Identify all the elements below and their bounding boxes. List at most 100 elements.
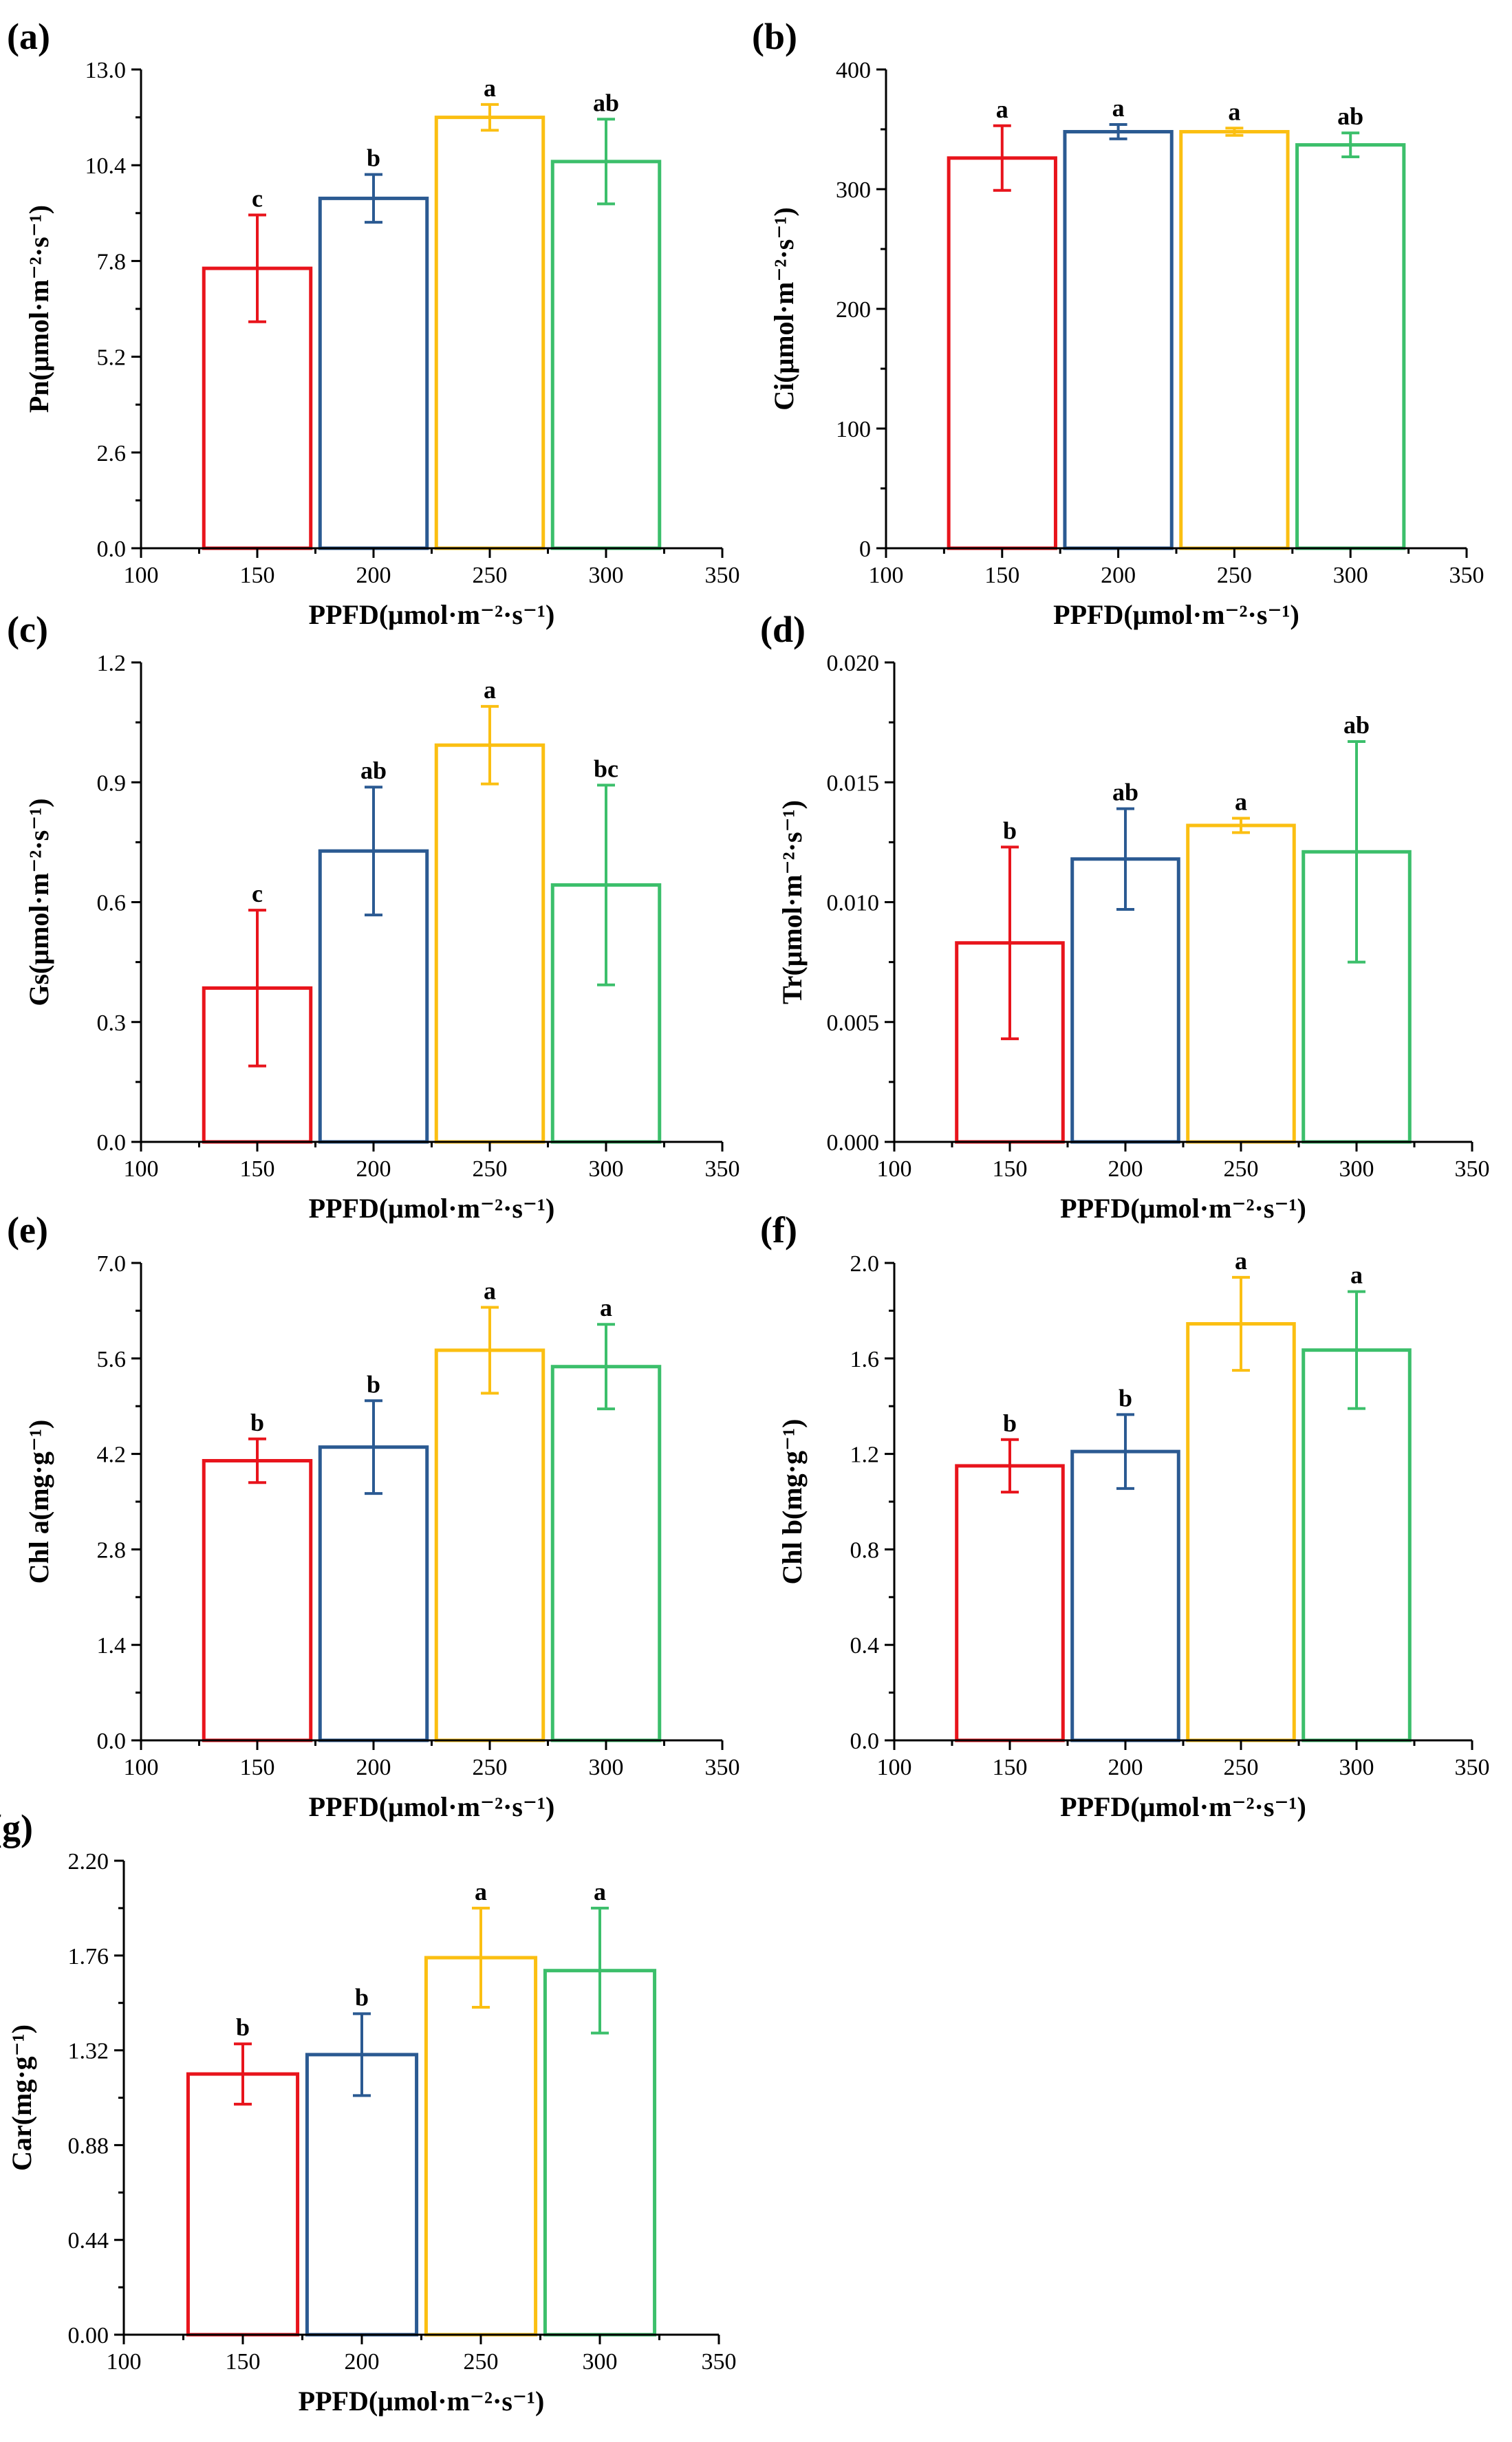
error-bar-e-300 [597,1323,615,1411]
significance-label-f-250: a [1235,1247,1247,1275]
x-tick-label-a-350: 350 [705,563,740,588]
y-tick-label-e-2.8: 2.8 [97,1537,127,1563]
y-tick-label-d-0.005: 0.005 [827,1011,880,1036]
y-tick-label-e-5.6: 5.6 [97,1347,127,1372]
y-tick-label-a-0.0: 0.0 [97,537,127,562]
panel-label-c: (c) [7,609,48,650]
x-tick-label-d-200: 200 [1108,1156,1143,1182]
significance-label-f-200: b [1119,1384,1132,1412]
x-tick-label-e-250: 250 [473,1755,508,1780]
bar-b-300 [1295,143,1406,550]
y-tick-label-e-1.4: 1.4 [97,1633,127,1658]
error-bar-a-200 [365,173,382,224]
error-bar-a-250 [481,102,499,132]
error-bar-d-300 [1348,740,1365,964]
error-bar-b-150 [993,124,1011,192]
error-bar-a-300 [597,118,615,206]
x-axis-title-b: PPFD(μmol·m⁻²·s⁻¹) [1053,599,1299,630]
significance-label-g-200: b [355,1983,369,2011]
x-tick-label-a-250: 250 [473,563,508,588]
error-bar-g-200 [353,2012,371,2097]
x-axis-title-e: PPFD(μmol·m⁻²·s⁻¹) [309,1791,555,1822]
significance-label-d-200: ab [1112,779,1138,806]
axes-e [140,1263,722,1742]
y-axis-title-d: Tr(μmol·m⁻²·s⁻¹) [777,800,808,1004]
significance-label-b-250: a [1228,98,1240,125]
x-tick-label-d-250: 250 [1224,1156,1259,1182]
x-tick-label-f-100: 100 [877,1755,912,1780]
y-axis-title-b: Ci(μmol·m⁻²·s⁻¹) [768,207,799,411]
y-tick-label-a-5.2: 5.2 [97,345,127,371]
significance-label-f-300: a [1350,1262,1363,1289]
error-bar-b-250 [1225,127,1244,137]
bar-e-150 [202,1459,313,1742]
x-tick-label-b-300: 300 [1333,563,1368,588]
x-tick-label-c-150: 150 [240,1156,275,1182]
error-bar-b-300 [1341,131,1360,159]
error-bar-c-300 [597,784,615,986]
significance-label-e-250: a [484,1277,496,1304]
y-tick-label-a-7.8: 7.8 [97,249,127,274]
y-axis-title-g: Car(mg·g⁻¹) [6,2024,37,2171]
panel-d: (d) b ab a ab 100 150 200 250 300 350 0.000 0.005 0.0… [760,609,1490,1224]
significance-label-b-150: a [996,96,1008,123]
y-tick-label-b-200: 200 [836,297,871,323]
y-tick-label-c-0.9: 0.9 [97,770,127,796]
x-tick-label-b-250: 250 [1217,563,1252,588]
bar-a-250 [434,116,546,550]
significance-label-c-150: c [252,880,263,907]
x-tick-label-c-100: 100 [124,1156,159,1182]
y-axis-title-a: Pn(μmol·m⁻²·s⁻¹) [23,205,54,413]
bar-e-250 [434,1348,546,1742]
y-axis-title-e: Chl a(mg·g⁻¹) [23,1420,54,1584]
significance-label-a-200: b [367,144,380,172]
error-bar-a-150 [248,213,266,323]
x-axis-title-f: PPFD(μmol·m⁻²·s⁻¹) [1060,1791,1306,1822]
x-tick-label-c-250: 250 [473,1156,508,1182]
y-tick-label-b-300: 300 [836,177,871,203]
significance-label-a-300: ab [593,89,619,116]
y-tick-label-g-0.88: 0.88 [68,2133,109,2159]
significance-label-d-150: b [1003,817,1017,844]
x-tick-label-g-250: 250 [464,2349,499,2375]
x-tick-label-f-350: 350 [1455,1755,1490,1780]
bar-f-200 [1070,1449,1180,1742]
x-tick-label-f-150: 150 [993,1755,1028,1780]
x-tick-label-b-200: 200 [1101,563,1136,588]
panel-g: (g) b b a a 100 150 200 250 300 350 0.00 0.44 0.88 1.3… [0,1807,737,2417]
x-tick-label-g-350: 350 [702,2349,737,2375]
panel-a: (a) c b a ab 100 150 200 250 300 350 0.0 2.6 5.2 7.8 10… [7,16,740,630]
error-bar-g-300 [591,1906,609,2035]
y-tick-label-f-1.6: 1.6 [850,1347,880,1372]
error-bar-e-250 [481,1306,499,1395]
bar-g-250 [424,1956,538,2337]
significance-label-b-200: a [1112,94,1125,122]
bar-b-150 [947,156,1057,550]
y-tick-label-g-0.44: 0.44 [68,2228,109,2254]
x-tick-label-e-350: 350 [705,1755,740,1780]
y-tick-label-a-10.4: 10.4 [85,153,127,179]
y-tick-label-b-0: 0 [859,537,871,562]
error-bar-e-200 [365,1399,382,1495]
error-bar-c-200 [365,786,382,917]
error-bar-c-150 [248,909,266,1068]
x-tick-label-a-100: 100 [124,563,159,588]
bar-e-300 [550,1365,662,1742]
x-tick-label-g-100: 100 [107,2349,142,2375]
significance-label-d-300: ab [1343,711,1370,739]
error-bar-g-150 [234,2042,252,2106]
significance-label-c-250: a [484,676,496,704]
bar-g-150 [186,2072,300,2337]
y-tick-label-f-0.0: 0.0 [850,1729,880,1754]
error-bar-d-150 [1001,845,1019,1041]
error-bar-d-250 [1232,817,1250,834]
significance-label-f-150: b [1003,1409,1017,1437]
x-axis-title-c: PPFD(μmol·m⁻²·s⁻¹) [309,1193,555,1224]
x-tick-label-g-200: 200 [345,2349,380,2375]
y-tick-label-f-0.4: 0.4 [850,1633,880,1658]
x-tick-label-e-150: 150 [240,1755,275,1780]
axes-d [893,662,1472,1143]
significance-label-d-250: a [1235,788,1247,816]
y-tick-label-g-0.00: 0.00 [68,2323,109,2348]
